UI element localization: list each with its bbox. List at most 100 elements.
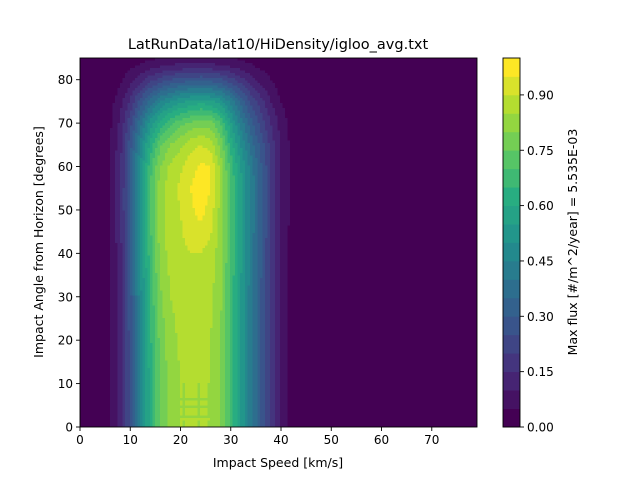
contour-cell [385,96,388,99]
contour-cell [225,103,228,106]
contour-cell [465,123,468,126]
contour-cell [340,86,343,89]
contour-cell [323,61,326,64]
contour-cell [448,98,451,101]
contour-cell [368,78,371,81]
contour-cell [425,111,428,114]
contour-cell [470,103,473,106]
contour-cell [468,78,471,81]
contour-cell [273,88,276,91]
contour-cell [98,136,101,139]
contour-cell [443,73,446,76]
contour-cell [293,76,296,79]
contour-cell [193,61,196,64]
contour-cell [455,118,458,121]
contour-cell [420,131,423,134]
contour-cell [90,103,93,106]
contour-cell [390,63,393,66]
contour-cell [443,91,446,94]
contour-cell [183,106,186,109]
contour-cell [265,78,268,81]
contour-cell [278,103,281,106]
contour-cell [283,121,286,124]
contour-cell [458,78,461,81]
contour-cell [245,98,248,101]
contour-cell [460,106,463,109]
contour-cell [130,96,133,99]
contour-cell [323,126,326,129]
contour-cell [335,63,338,66]
contour-cell [343,113,346,116]
contour-cell [403,93,406,96]
contour-cell [115,88,118,91]
contour-cell [370,116,373,119]
contour-cell [458,88,461,91]
contour-cell [233,128,236,131]
contour-cell [343,71,346,74]
contour-cell [383,61,386,64]
contour-cell [250,101,253,104]
contour-cell [353,126,356,129]
contour-cell [98,78,101,81]
contour-cell [310,63,313,66]
contour-cell [263,131,266,134]
contour-cell [383,78,386,81]
contour-cell [415,68,418,71]
contour-cell [203,136,206,139]
contour-cell [168,83,171,86]
contour-cell [188,128,191,131]
contour-cell [135,118,138,121]
contour-cell [428,83,431,86]
contour-cell [380,126,383,129]
contour-cell [160,131,163,134]
contour-cell [343,76,346,79]
contour-cell [335,83,338,86]
contour-cell [343,68,346,71]
contour-cell [440,76,443,79]
contour-cell [250,128,253,131]
contour-cell [258,86,261,89]
contour-cell [163,68,166,71]
contour-cell [365,63,368,66]
contour-cell [325,101,328,104]
contour-cell [220,68,223,71]
contour-cell [140,91,143,94]
contour-cell [103,91,106,94]
contour-cell [368,68,371,71]
contour-cell [85,121,88,124]
contour-cell [425,133,428,136]
contour-cell [285,96,288,99]
contour-cell [260,93,263,96]
contour-cell [200,81,203,84]
contour-cell [230,123,233,126]
contour-cell [235,101,238,104]
contour-cell [213,98,216,101]
contour-cell [470,93,473,96]
contour-cell [225,68,228,71]
contour-cell [293,83,296,86]
contour-cell [448,88,451,91]
contour-cell [218,71,221,74]
contour-cell [375,116,378,119]
contour-cell [183,66,186,69]
contour-cell [95,78,98,81]
contour-cell [385,86,388,89]
contour-cell [268,111,271,114]
contour-cell [388,101,391,104]
contour-cell [350,106,353,109]
contour-cell [470,61,473,64]
contour-cell [135,116,138,119]
contour-cell [385,118,388,121]
contour-cell [408,121,411,124]
contour-cell [348,131,351,134]
contour-cell [415,126,418,129]
contour-cell [178,81,181,84]
contour-cell [335,61,338,64]
contour-cell [295,91,298,94]
contour-cell [460,113,463,116]
contour-cell [350,96,353,99]
contour-cell [350,76,353,79]
contour-cell [138,103,141,106]
contour-cell [270,126,273,129]
contour-cell [185,106,188,109]
